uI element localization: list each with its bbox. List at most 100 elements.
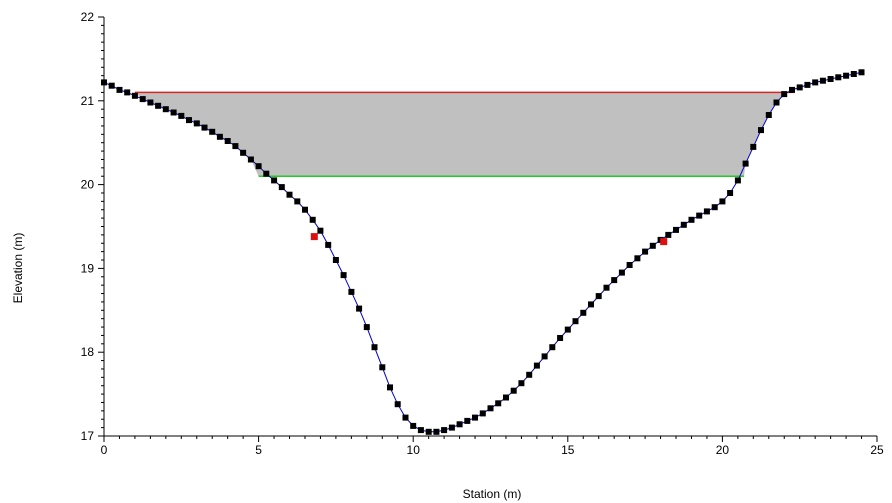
ground-point-marker	[618, 269, 625, 276]
ground-point-marker	[781, 91, 788, 98]
ground-point-marker	[247, 156, 254, 163]
ground-point-marker	[711, 204, 718, 211]
ground-point-marker	[178, 112, 185, 119]
ground-point-marker	[541, 353, 548, 360]
y-tick-label: 20	[81, 178, 95, 192]
ground-point-marker	[278, 184, 285, 191]
ground-point-marker	[603, 284, 610, 291]
ground-point-marker	[819, 77, 826, 84]
ground-point-marker	[564, 326, 571, 333]
x-axis-label: Station (m)	[463, 487, 522, 501]
ground-point-marker	[549, 344, 556, 351]
ground-point-marker	[131, 92, 138, 99]
ground-point-marker	[263, 170, 270, 177]
ground-point-marker	[611, 277, 618, 284]
ground-point-marker	[850, 71, 857, 77]
ground-point-marker	[348, 288, 355, 295]
ground-point-marker	[170, 109, 177, 116]
ground-point-marker	[108, 82, 115, 89]
bank-station-marker	[660, 238, 668, 246]
ground-point-marker	[448, 424, 455, 431]
ground-point-marker	[588, 301, 594, 308]
ground-point-marker	[224, 138, 231, 144]
ground-point-marker	[302, 206, 308, 213]
ground-point-marker	[294, 198, 301, 205]
ground-point-marker	[147, 99, 154, 106]
axes: Station (m) Elevation (m) 0 5 10 15 20 25 17 18…	[11, 10, 884, 501]
ground-point-marker	[742, 160, 749, 167]
ground-point-marker	[727, 190, 734, 196]
ground-point-marker	[255, 163, 262, 170]
ground-point-marker	[417, 427, 424, 434]
bank-station-marker	[310, 233, 318, 241]
ground-point-marker	[487, 405, 494, 412]
ground-point-marker	[155, 102, 162, 109]
ground-point-marker	[456, 421, 463, 428]
plot-area	[101, 69, 865, 435]
ground-point-marker	[472, 414, 478, 421]
ground-point-marker	[116, 86, 123, 93]
ground-point-marker	[425, 428, 432, 435]
ground-point-marker	[734, 177, 741, 184]
y-tick-label: 18	[81, 345, 95, 359]
ground-point-marker	[340, 272, 347, 279]
ground-point-marker	[410, 422, 417, 429]
ground-point-marker	[804, 81, 811, 88]
ground-point-marker	[789, 86, 795, 93]
ground-point-marker	[703, 208, 710, 215]
ground-point-marker	[533, 362, 540, 369]
ground-point-marker	[356, 305, 363, 312]
ground-point-marker	[719, 198, 726, 205]
ground-point-marker	[765, 112, 772, 118]
y-tick-label: 19	[81, 261, 95, 275]
ground-point-marker	[371, 344, 378, 351]
ground-point-marker	[495, 400, 502, 407]
ground-point-marker	[626, 262, 633, 268]
ground-point-marker	[216, 133, 223, 140]
ground-point-marker	[139, 96, 146, 103]
y-tick-label: 17	[81, 429, 95, 443]
ground-point-marker	[510, 387, 517, 394]
ground-point-marker	[317, 227, 324, 234]
y-tick-label: 22	[81, 10, 95, 24]
ground-point-marker	[503, 394, 509, 401]
x-tick-label: 0	[101, 443, 108, 457]
ground-point-marker	[680, 221, 687, 228]
x-tick-label: 20	[716, 443, 730, 457]
ground-point-marker	[379, 364, 386, 371]
ground-point-marker	[595, 293, 602, 300]
ground-point-marker	[441, 427, 448, 434]
water-fill-area	[134, 89, 794, 177]
ground-point-marker	[363, 324, 370, 331]
ground-point-marker	[464, 417, 471, 424]
ground-point-marker	[433, 428, 440, 435]
ground-point-marker	[309, 216, 316, 223]
x-tick-label: 15	[561, 443, 575, 457]
ground-point-marker	[193, 120, 200, 127]
ground-point-marker	[186, 117, 192, 124]
ground-point-marker	[240, 149, 247, 156]
x-tick-label: 5	[255, 443, 262, 457]
ground-point-marker	[394, 401, 401, 408]
ground-point-marker	[325, 241, 332, 248]
ground-point-marker	[572, 318, 579, 325]
ground-point-marker	[773, 99, 780, 106]
ground-point-marker	[827, 76, 834, 82]
ground-point-marker	[526, 371, 533, 378]
ground-point-marker	[750, 143, 757, 150]
ground-point-marker	[688, 216, 695, 223]
ground-point-marker	[209, 128, 216, 135]
x-tick-label: 25	[870, 443, 884, 457]
ground-point-marker	[402, 414, 409, 421]
ground-point-marker	[673, 226, 679, 233]
ground-point-marker	[557, 335, 564, 341]
ground-point-marker	[649, 242, 656, 249]
ground-point-marker	[665, 231, 672, 238]
ground-point-marker	[758, 127, 764, 134]
ground-point-marker	[642, 248, 649, 255]
ground-point-marker	[286, 191, 293, 198]
ground-point-marker	[124, 89, 131, 96]
ground-point-marker	[518, 380, 525, 387]
ground-point-marker	[696, 212, 703, 219]
